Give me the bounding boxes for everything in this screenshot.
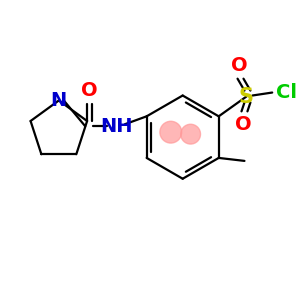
Text: O: O bbox=[81, 81, 98, 100]
Text: O: O bbox=[231, 56, 248, 75]
Text: O: O bbox=[235, 115, 252, 134]
Circle shape bbox=[181, 124, 200, 144]
Circle shape bbox=[160, 121, 182, 143]
Text: Cl: Cl bbox=[276, 83, 297, 102]
Text: S: S bbox=[239, 86, 254, 106]
Text: NH: NH bbox=[101, 117, 133, 136]
Text: N: N bbox=[51, 91, 67, 110]
